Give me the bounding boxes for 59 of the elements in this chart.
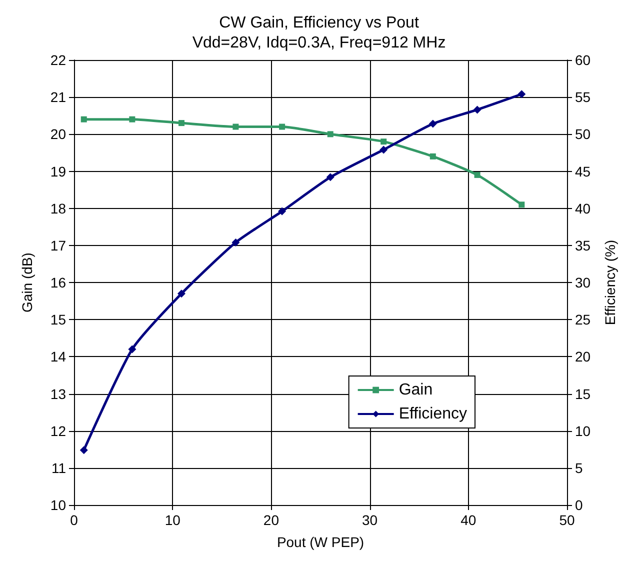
point <box>177 290 186 298</box>
legend-label: Gain <box>398 382 433 398</box>
point <box>428 120 437 128</box>
chart-subtitle: Vdd=28V, Idq=0.3A, Freq=912 MHz <box>192 34 446 52</box>
y-tick-label: 11 <box>51 460 66 476</box>
y-tick-label: 18 <box>50 200 66 216</box>
y2-axis-title: Efficiency (%) <box>602 240 618 326</box>
y2-tick-label: 30 <box>575 274 591 290</box>
point <box>380 138 387 145</box>
y2-tick-label: 60 <box>575 52 591 68</box>
x-tick-label: 0 <box>70 512 78 528</box>
y2-tick-label: 50 <box>575 126 591 142</box>
x-tick-label: 10 <box>164 512 181 528</box>
chart-title: CW Gain, Efficiency vs Pout <box>219 14 420 32</box>
y2-tick-label: 10 <box>575 422 591 439</box>
point <box>380 146 388 154</box>
y-tick-label: 17 <box>50 237 66 254</box>
y2-tick-label: 55 <box>575 89 591 106</box>
x-tick-label: 20 <box>263 512 280 528</box>
y-tick-label: 22 <box>50 52 66 68</box>
point <box>80 116 87 122</box>
y-axis-title: Gain (dB) <box>19 252 35 312</box>
point <box>326 173 334 182</box>
point <box>232 238 240 246</box>
y2-tick-label: 40 <box>575 200 591 216</box>
point <box>430 153 436 160</box>
y-tick-label: 12 <box>50 422 66 439</box>
y-tick-label: 21 <box>50 89 66 106</box>
x-axis-title: Pout (W PEP) <box>276 534 364 550</box>
y-tick-label: 19 <box>50 163 66 180</box>
x-tick-label: 40 <box>460 512 476 528</box>
y2-tick-label: 5 <box>575 460 583 476</box>
point <box>178 120 184 126</box>
point <box>327 131 334 138</box>
point <box>129 116 136 122</box>
point <box>474 172 480 178</box>
y2-tick-label: 25 <box>575 312 591 328</box>
y-tick-label: 14 <box>50 348 66 365</box>
x-tick-label: 30 <box>362 512 378 528</box>
y-tick-label: 15 <box>50 312 66 328</box>
y2-tick-label: 20 <box>575 348 591 365</box>
point <box>128 345 136 354</box>
point <box>279 124 286 130</box>
point <box>473 106 482 114</box>
y-tick-label: 20 <box>50 126 66 142</box>
y-tick-label: 13 <box>50 386 66 402</box>
y2-tick-label: 0 <box>575 497 583 513</box>
point <box>518 90 526 98</box>
point <box>518 202 525 208</box>
y2-tick-label: 45 <box>575 163 591 180</box>
point <box>80 446 88 454</box>
y2-tick-label: 15 <box>575 386 591 402</box>
y2-tick-label: 35 <box>575 237 591 254</box>
legend-label: Efficiency <box>398 406 468 422</box>
y-tick-label: 10 <box>50 497 66 513</box>
point <box>278 207 286 216</box>
x-tick-label: 50 <box>559 512 575 528</box>
y-tick-label: 16 <box>50 274 66 290</box>
point <box>232 124 239 130</box>
